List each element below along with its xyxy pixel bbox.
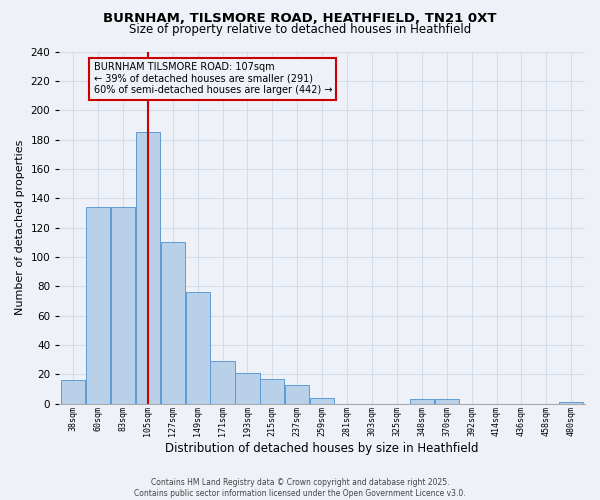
Bar: [185, 292, 209, 404]
Text: BURNHAM TILSMORE ROAD: 107sqm
← 39% of detached houses are smaller (291)
60% of : BURNHAM TILSMORE ROAD: 107sqm ← 39% of d…: [94, 62, 332, 96]
Bar: [61, 380, 85, 404]
Bar: [285, 384, 310, 404]
Text: Contains HM Land Registry data © Crown copyright and database right 2025.
Contai: Contains HM Land Registry data © Crown c…: [134, 478, 466, 498]
Bar: [410, 400, 434, 404]
Text: BURNHAM, TILSMORE ROAD, HEATHFIELD, TN21 0XT: BURNHAM, TILSMORE ROAD, HEATHFIELD, TN21…: [103, 12, 497, 26]
X-axis label: Distribution of detached houses by size in Heathfield: Distribution of detached houses by size …: [166, 442, 479, 455]
Bar: [211, 361, 235, 404]
Bar: [310, 398, 334, 404]
Y-axis label: Number of detached properties: Number of detached properties: [15, 140, 25, 316]
Bar: [136, 132, 160, 404]
Bar: [161, 242, 185, 404]
Text: Size of property relative to detached houses in Heathfield: Size of property relative to detached ho…: [129, 22, 471, 36]
Bar: [559, 402, 583, 404]
Bar: [434, 400, 459, 404]
Bar: [111, 207, 135, 404]
Bar: [260, 378, 284, 404]
Bar: [235, 373, 260, 404]
Bar: [86, 207, 110, 404]
